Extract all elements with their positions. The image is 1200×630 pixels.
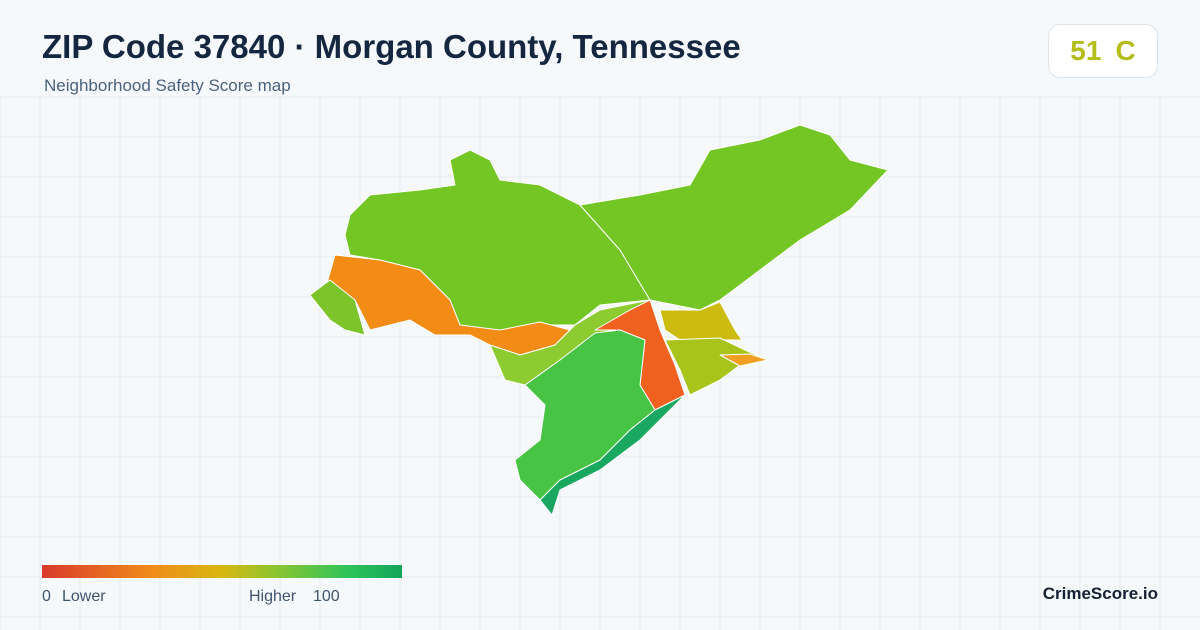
region: [579, 124, 889, 311]
brand: CrimeScore.io: [1042, 584, 1158, 603]
legend-gradient: [42, 565, 402, 578]
background-grid: [0, 96, 1200, 630]
region: [539, 394, 686, 516]
grade: C: [1115, 35, 1136, 66]
subtitle: Neighborhood Safety Score map: [44, 76, 291, 95]
score: 51: [1070, 35, 1102, 66]
region: [309, 279, 366, 336]
title: ZIP Code 37840 · Morgan County, Tennesse…: [42, 28, 741, 65]
region: [719, 353, 769, 367]
score-badge: 51 C: [1048, 24, 1158, 78]
region: [659, 301, 743, 341]
legend-min: 0: [42, 588, 51, 605]
legend-max-label: Higher: [249, 588, 297, 605]
legend-max: 100: [313, 588, 340, 605]
legend-min-label: Lower: [62, 588, 106, 605]
